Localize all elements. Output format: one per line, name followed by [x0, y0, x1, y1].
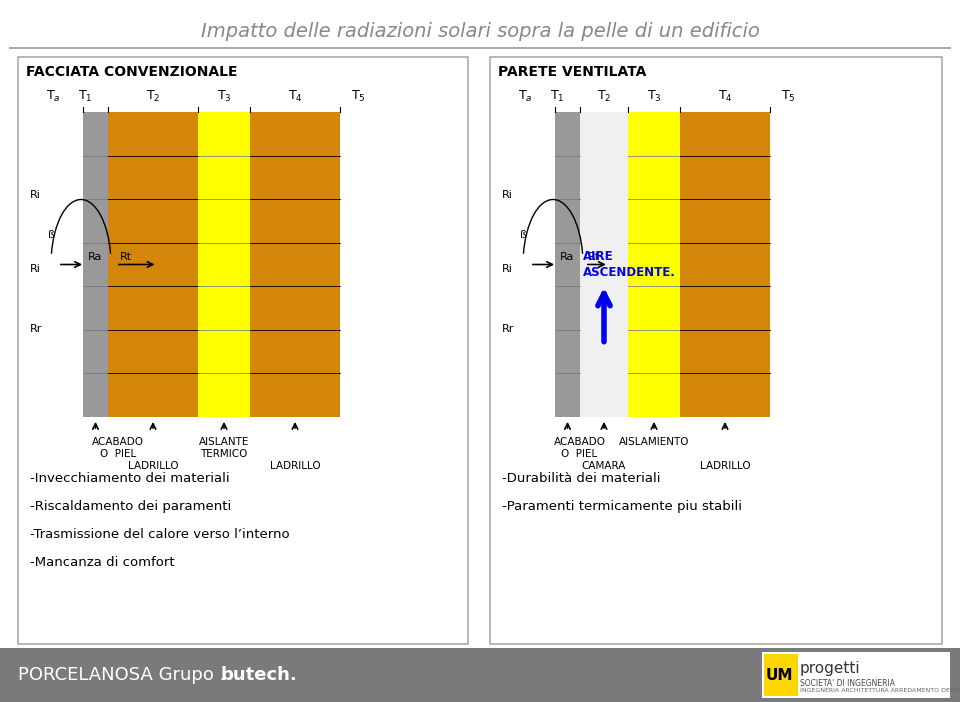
- Text: Ri: Ri: [502, 190, 513, 199]
- Text: -Mancanza di comfort: -Mancanza di comfort: [30, 556, 175, 569]
- Text: ACABADO: ACABADO: [92, 437, 144, 447]
- Bar: [108, 112, 198, 417]
- Text: Impatto delle radiazioni solari sopra la pelle di un edificio: Impatto delle radiazioni solari sopra la…: [201, 22, 759, 41]
- Bar: [83, 112, 108, 417]
- Text: AIRE: AIRE: [583, 249, 613, 263]
- Text: T$_2$: T$_2$: [597, 89, 612, 104]
- Text: SOCIETA' DI INGEGNERIA: SOCIETA' DI INGEGNERIA: [800, 679, 895, 687]
- Bar: [198, 112, 250, 417]
- Text: Ri: Ri: [502, 265, 513, 274]
- Bar: [680, 112, 770, 417]
- Text: UM: UM: [766, 668, 794, 682]
- Bar: [762, 652, 950, 698]
- Text: ACABADO: ACABADO: [554, 437, 606, 447]
- Text: T$_3$: T$_3$: [647, 89, 661, 104]
- Text: T$_1$: T$_1$: [550, 89, 564, 104]
- Text: Ri: Ri: [30, 265, 41, 274]
- Text: T$_a$: T$_a$: [46, 89, 60, 104]
- Text: TERMICO: TERMICO: [201, 449, 248, 459]
- Text: -Durabilità dei materiali: -Durabilità dei materiali: [502, 472, 660, 485]
- Text: T$_2$: T$_2$: [146, 89, 160, 104]
- Text: butech.: butech.: [220, 666, 297, 684]
- Text: T$_5$: T$_5$: [350, 89, 366, 104]
- Bar: [764, 654, 798, 696]
- Text: FACCIATA CONVENZIONALE: FACCIATA CONVENZIONALE: [26, 65, 237, 79]
- Text: ß: ß: [48, 230, 55, 239]
- Bar: [628, 112, 680, 417]
- Text: Rr: Rr: [502, 324, 515, 334]
- Bar: [250, 112, 340, 417]
- Text: T$_a$: T$_a$: [517, 89, 532, 104]
- Text: INGEGNERIA ARCHITETTURA ARREDAMENTO DESIGN: INGEGNERIA ARCHITETTURA ARREDAMENTO DESI…: [800, 689, 960, 694]
- Text: T$_5$: T$_5$: [780, 89, 795, 104]
- Text: LADRILLO: LADRILLO: [700, 461, 751, 471]
- Text: PARETE VENTILATA: PARETE VENTILATA: [498, 65, 646, 79]
- Bar: [490, 57, 942, 644]
- Text: ß: ß: [520, 230, 527, 239]
- Text: T$_3$: T$_3$: [217, 89, 231, 104]
- Text: T$_1$: T$_1$: [78, 89, 92, 104]
- Text: Ri: Ri: [30, 190, 41, 199]
- Text: O  PIEL: O PIEL: [562, 449, 598, 459]
- Text: O  PIEL: O PIEL: [100, 449, 136, 459]
- Text: Rt: Rt: [588, 251, 600, 262]
- Text: Rt: Rt: [120, 251, 132, 262]
- Text: Ra: Ra: [88, 251, 103, 262]
- Text: -Invecchiamento dei materiali: -Invecchiamento dei materiali: [30, 472, 229, 485]
- Text: T$_4$: T$_4$: [288, 89, 302, 104]
- Text: -Trasmissione del calore verso l’interno: -Trasmissione del calore verso l’interno: [30, 528, 290, 541]
- Bar: [580, 112, 628, 417]
- Text: -Paramenti termicamente piu stabili: -Paramenti termicamente piu stabili: [502, 500, 742, 513]
- Text: PORCELANOSA Grupo .: PORCELANOSA Grupo .: [18, 666, 231, 684]
- Bar: [0, 648, 960, 702]
- Text: LADRILLO: LADRILLO: [128, 461, 179, 471]
- Text: Rr: Rr: [30, 324, 42, 334]
- Text: T$_4$: T$_4$: [718, 89, 732, 104]
- Text: CAMARA: CAMARA: [582, 461, 626, 471]
- Text: Ra: Ra: [560, 251, 574, 262]
- Text: ASCENDENTE.: ASCENDENTE.: [583, 265, 676, 279]
- Text: AISLANTE: AISLANTE: [199, 437, 250, 447]
- Text: progetti: progetti: [800, 661, 860, 677]
- Text: -Riscaldamento dei paramenti: -Riscaldamento dei paramenti: [30, 500, 231, 513]
- Text: AISLAMIENTO: AISLAMIENTO: [619, 437, 689, 447]
- Bar: [18, 57, 468, 644]
- Text: LADRILLO: LADRILLO: [270, 461, 321, 471]
- Bar: [555, 112, 580, 417]
